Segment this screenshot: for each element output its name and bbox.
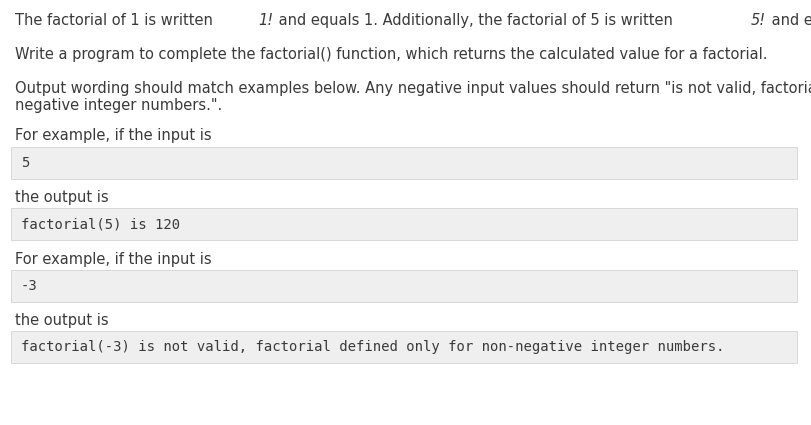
Text: For example, if the input is: For example, if the input is bbox=[15, 252, 212, 267]
Text: factorial(-3) is not valid, factorial defined only for non-negative integer numb: factorial(-3) is not valid, factorial de… bbox=[21, 340, 723, 354]
Text: the output is: the output is bbox=[15, 313, 109, 328]
Bar bbox=[11, 270, 796, 302]
Text: The factorial of 1 is written: The factorial of 1 is written bbox=[15, 13, 217, 28]
Text: 5: 5 bbox=[21, 156, 29, 170]
Text: 5!: 5! bbox=[750, 13, 766, 28]
Text: 1!: 1! bbox=[258, 13, 272, 28]
Bar bbox=[11, 147, 796, 179]
Text: the output is: the output is bbox=[15, 190, 109, 205]
Text: and equals 5 * 4 * 3 * 2 * 1 = 120.: and equals 5 * 4 * 3 * 2 * 1 = 120. bbox=[766, 13, 811, 28]
Text: Write a program to complete the factorial() function, which returns the calculat: Write a program to complete the factoria… bbox=[15, 47, 766, 62]
Text: -3: -3 bbox=[21, 279, 37, 293]
Text: and equals 1. Additionally, the factorial of 5 is written: and equals 1. Additionally, the factoria… bbox=[273, 13, 676, 28]
Text: negative integer numbers.".: negative integer numbers.". bbox=[15, 98, 222, 113]
Text: Output wording should match examples below. Any negative input values should ret: Output wording should match examples bel… bbox=[15, 81, 811, 96]
Bar bbox=[11, 331, 796, 363]
Text: For example, if the input is: For example, if the input is bbox=[15, 128, 212, 143]
Text: factorial(5) is 120: factorial(5) is 120 bbox=[21, 217, 180, 231]
Bar bbox=[11, 208, 796, 240]
